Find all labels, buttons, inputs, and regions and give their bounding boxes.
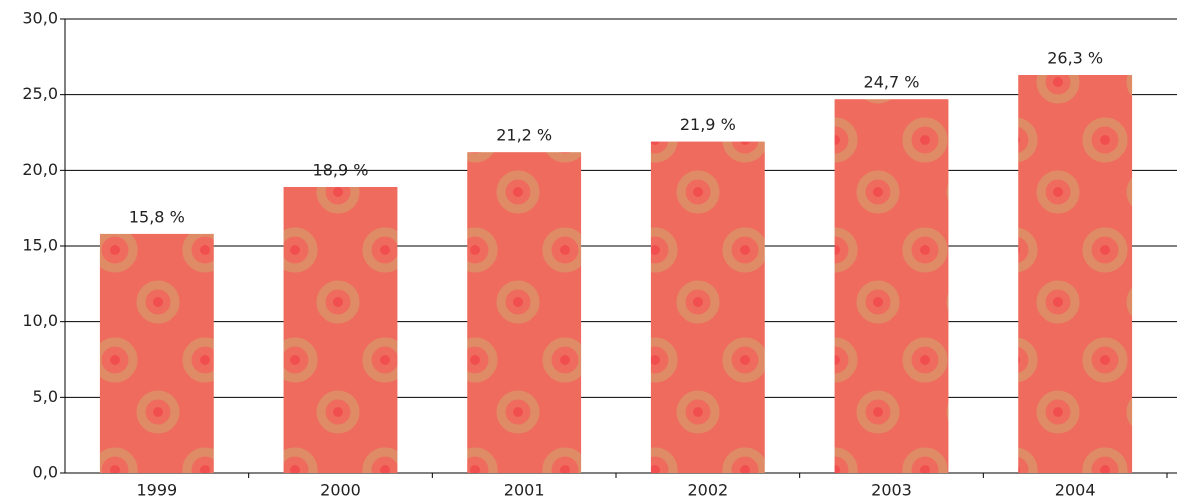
y-tick-label: 15,0 bbox=[22, 236, 58, 255]
bar bbox=[467, 152, 582, 473]
bar bbox=[1018, 74, 1133, 473]
y-tick-label: 30,0 bbox=[22, 9, 58, 28]
value-label: 21,2 % bbox=[496, 126, 552, 145]
y-tick-label: 25,0 bbox=[22, 84, 58, 103]
y-tick-label: 5,0 bbox=[33, 387, 58, 406]
bar bbox=[283, 186, 398, 474]
y-tick-label: 10,0 bbox=[22, 311, 58, 330]
x-tick-label: 2003 bbox=[871, 481, 912, 500]
x-tick-label: 2000 bbox=[320, 481, 361, 500]
bar bbox=[834, 99, 949, 473]
y-tick-label: 0,0 bbox=[33, 463, 58, 482]
value-label: 26,3 % bbox=[1047, 48, 1103, 67]
x-tick-label: 1999 bbox=[136, 481, 177, 500]
x-tick-label: 2001 bbox=[504, 481, 545, 500]
value-label: 24,7 % bbox=[864, 73, 920, 92]
x-tick-label: 2002 bbox=[687, 481, 728, 500]
bar bbox=[99, 233, 214, 473]
x-tick-label: 2004 bbox=[1055, 481, 1096, 500]
bar bbox=[650, 141, 765, 473]
value-label: 18,9 % bbox=[313, 160, 369, 179]
value-label: 21,9 % bbox=[680, 115, 736, 134]
y-tick-label: 20,0 bbox=[22, 160, 58, 179]
value-label: 15,8 % bbox=[129, 207, 185, 226]
